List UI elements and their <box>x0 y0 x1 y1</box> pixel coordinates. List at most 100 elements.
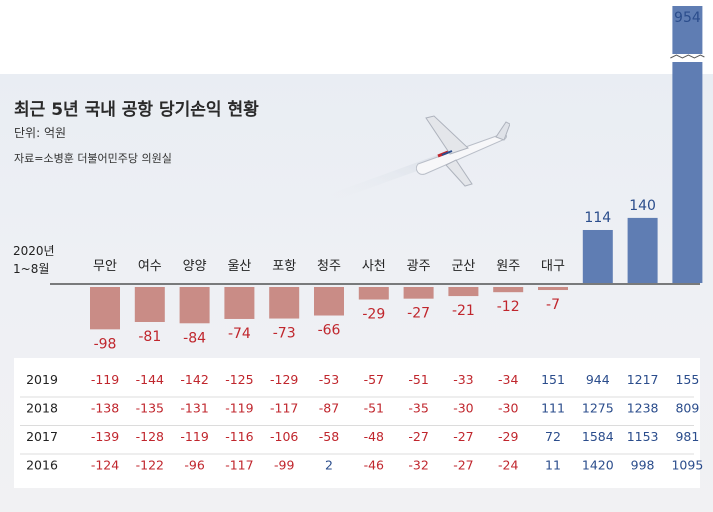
table-cell: -116 <box>225 429 253 444</box>
table-cell: -87 <box>319 401 339 416</box>
bar <box>403 287 434 299</box>
table-cell: -53 <box>319 372 339 387</box>
bar <box>627 217 658 283</box>
bar <box>90 287 120 330</box>
bar <box>269 287 300 319</box>
table-cell: -124 <box>91 458 119 473</box>
bar-value-label: -81 <box>138 329 161 345</box>
bar-value-label: -98 <box>94 336 117 352</box>
table-cell: -34 <box>498 372 518 387</box>
table-cell: -29 <box>498 429 518 444</box>
bar <box>179 287 210 324</box>
table-cell: -30 <box>453 401 473 416</box>
axis-break-gap <box>671 54 704 62</box>
bar-value-label: -66 <box>318 323 341 339</box>
period-label-months: 1~8월 <box>13 262 50 276</box>
category-label: 청주 <box>317 259 341 274</box>
bar-value-label: -74 <box>228 326 251 342</box>
bar-value-label: -21 <box>452 303 475 319</box>
table-cell: 944 <box>586 372 610 387</box>
bar-value-label: -27 <box>407 306 430 322</box>
table-cell: -96 <box>184 458 204 473</box>
table-cell: -57 <box>364 372 384 387</box>
category-label: 대구 <box>541 259 565 274</box>
table-cell: -58 <box>319 429 339 444</box>
category-label: 군산 <box>451 259 475 274</box>
category-label: 포항 <box>272 259 296 274</box>
table-cell: 1420 <box>582 458 614 473</box>
table-cell: -27 <box>453 458 473 473</box>
table-cell: -106 <box>270 429 298 444</box>
table-cell: -51 <box>364 401 384 416</box>
airplane-icon <box>330 115 510 200</box>
unit-label: 단위: 억원 <box>14 126 67 140</box>
table-cell: -125 <box>225 372 253 387</box>
bar <box>538 287 568 291</box>
table-cell: 111 <box>541 401 565 416</box>
category-label: 원주 <box>496 259 520 274</box>
table-cell: -139 <box>91 429 119 444</box>
table-cell: -142 <box>180 372 208 387</box>
bar-value-label: 954 <box>674 10 701 26</box>
bar-value-label: -29 <box>362 307 385 323</box>
table-cell: 998 <box>631 458 655 473</box>
table-cell: -119 <box>91 372 119 387</box>
table-year-label: 2018 <box>26 401 58 416</box>
bar <box>493 287 524 293</box>
table-cell: -117 <box>270 401 298 416</box>
table-cell: -48 <box>364 429 384 444</box>
bar <box>582 229 613 283</box>
bar-value-label: -84 <box>183 330 206 346</box>
table-cell: -99 <box>274 458 294 473</box>
table-cell: 151 <box>541 372 565 387</box>
table-cell: 809 <box>675 401 699 416</box>
table-cell: -119 <box>225 401 253 416</box>
table-cell: 981 <box>675 429 699 444</box>
source-label: 자료=소병훈 더불어민주당 의원실 <box>14 152 172 165</box>
bar-value-label: -7 <box>546 297 560 313</box>
table-cell: -32 <box>408 458 428 473</box>
bar <box>448 287 479 297</box>
table-cell: -33 <box>453 372 473 387</box>
table-cell: -27 <box>408 429 428 444</box>
category-label: 무안 <box>93 259 117 274</box>
axis-break-mark <box>670 54 705 59</box>
category-label: 광주 <box>407 259 431 274</box>
category-label: 사천 <box>362 259 386 274</box>
table-cell: -135 <box>136 401 164 416</box>
table-cell: -46 <box>364 458 384 473</box>
period-label: 2020년 1~8월 <box>13 242 55 278</box>
chart-title: 최근 5년 국내 공항 당기손익 현황 <box>14 100 259 120</box>
table-cell: -119 <box>180 429 208 444</box>
table-cell: -24 <box>498 458 518 473</box>
category-label: 울산 <box>227 259 251 274</box>
history-table-box <box>14 358 700 488</box>
table-cell: 11 <box>545 458 561 473</box>
bar-value-label: -12 <box>497 299 520 315</box>
table-cell: -138 <box>91 401 119 416</box>
table-cell: 1217 <box>627 372 659 387</box>
bar <box>224 287 255 319</box>
table-cell: -129 <box>270 372 298 387</box>
table-cell: -27 <box>453 429 473 444</box>
bar <box>672 6 703 283</box>
table-cell: -51 <box>408 372 428 387</box>
table-cell: -122 <box>136 458 164 473</box>
bar-value-label: 114 <box>584 210 611 226</box>
table-cell: 1275 <box>582 401 614 416</box>
category-label: 양양 <box>183 259 207 274</box>
period-label-year: 2020년 <box>13 244 55 258</box>
table-cell: -117 <box>225 458 253 473</box>
table-cell: -128 <box>136 429 164 444</box>
bar <box>134 287 165 322</box>
table-cell: 1584 <box>582 429 614 444</box>
table-cell: 2 <box>325 458 333 473</box>
table-year-label: 2019 <box>26 372 58 387</box>
table-cell: 1153 <box>627 429 659 444</box>
bar <box>314 287 344 316</box>
table-cell: -30 <box>498 401 518 416</box>
category-label: 여수 <box>138 259 162 274</box>
table-cell: 1238 <box>627 401 659 416</box>
